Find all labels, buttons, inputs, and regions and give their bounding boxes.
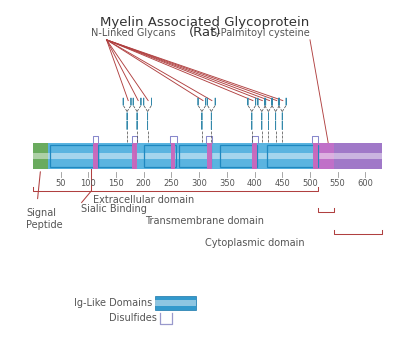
Bar xyxy=(208,143,212,169)
Text: Transmembrane domain: Transmembrane domain xyxy=(145,216,264,226)
Text: Ig-Like Domains: Ig-Like Domains xyxy=(74,298,152,308)
Text: Disulfides: Disulfides xyxy=(109,313,157,323)
Bar xyxy=(98,145,135,167)
Bar xyxy=(171,143,175,169)
Text: Extracellular domain: Extracellular domain xyxy=(93,195,194,205)
Text: 250: 250 xyxy=(164,179,179,188)
Text: 150: 150 xyxy=(108,179,124,188)
Bar xyxy=(318,143,334,169)
Bar xyxy=(334,143,382,169)
Text: Signal
Peptide: Signal Peptide xyxy=(26,208,63,230)
Bar xyxy=(132,143,136,169)
Text: S-Palmitoyl cysteine: S-Palmitoyl cysteine xyxy=(211,28,310,38)
Text: 450: 450 xyxy=(275,179,290,188)
Text: (Rat): (Rat) xyxy=(188,26,221,39)
Bar xyxy=(33,143,48,169)
Bar xyxy=(49,145,98,167)
Text: 300: 300 xyxy=(191,179,207,188)
Text: Sialic Binding: Sialic Binding xyxy=(81,204,146,214)
Text: 550: 550 xyxy=(330,179,346,188)
Bar xyxy=(48,143,318,169)
Text: Cytoplasmic domain: Cytoplasmic domain xyxy=(205,238,305,248)
Text: 600: 600 xyxy=(358,179,373,188)
Bar xyxy=(33,153,382,159)
Bar xyxy=(93,143,98,169)
Bar xyxy=(252,143,257,169)
Text: 400: 400 xyxy=(247,179,263,188)
Bar xyxy=(155,300,196,306)
Bar xyxy=(179,145,211,167)
Text: 350: 350 xyxy=(219,179,235,188)
Text: Myelin Associated Glycoprotein: Myelin Associated Glycoprotein xyxy=(100,16,309,29)
Bar xyxy=(155,296,196,310)
Text: 200: 200 xyxy=(136,179,152,188)
Bar xyxy=(219,145,257,167)
Text: 100: 100 xyxy=(81,179,96,188)
Bar xyxy=(313,143,318,169)
Bar xyxy=(144,145,176,167)
Text: 500: 500 xyxy=(302,179,318,188)
Bar xyxy=(267,145,318,167)
Text: N-Linked Glycans: N-Linked Glycans xyxy=(91,28,175,38)
Text: 50: 50 xyxy=(55,179,66,188)
